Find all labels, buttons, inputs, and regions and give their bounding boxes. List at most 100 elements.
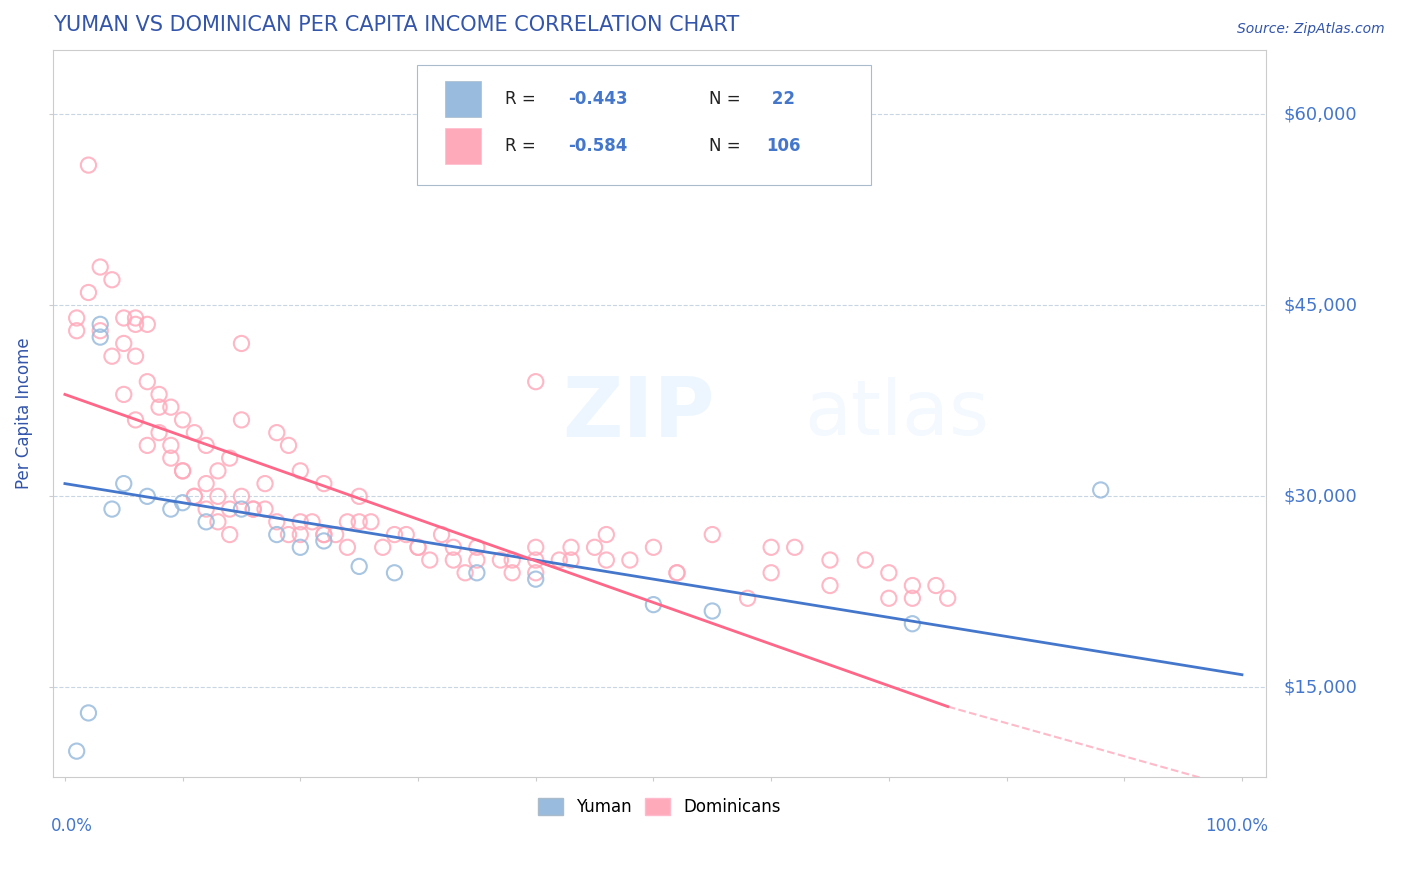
Point: [89, 324, 111, 338]
Text: R =: R =: [505, 137, 541, 155]
Point: [242, 502, 264, 516]
Point: [336, 541, 359, 555]
Point: [242, 502, 264, 516]
Text: N =: N =: [709, 90, 747, 108]
Point: [384, 566, 406, 580]
Point: [818, 553, 841, 567]
Text: $15,000: $15,000: [1284, 679, 1358, 697]
Point: [231, 489, 253, 503]
FancyBboxPatch shape: [416, 65, 872, 185]
Point: [218, 527, 240, 541]
Point: [925, 578, 948, 592]
Point: [347, 515, 370, 529]
Text: YUMAN VS DOMINICAN PER CAPITA INCOME CORRELATION CHART: YUMAN VS DOMINICAN PER CAPITA INCOME COR…: [53, 15, 740, 35]
Point: [560, 541, 582, 555]
Point: [501, 566, 523, 580]
Text: $60,000: $60,000: [1284, 105, 1357, 123]
FancyBboxPatch shape: [444, 81, 481, 117]
Point: [1090, 483, 1112, 497]
Point: [312, 527, 335, 541]
Text: Source: ZipAtlas.com: Source: ZipAtlas.com: [1237, 22, 1385, 37]
Point: [665, 566, 688, 580]
Point: [160, 400, 183, 414]
Point: [454, 566, 477, 580]
Text: -0.584: -0.584: [568, 137, 627, 155]
Point: [441, 541, 464, 555]
Point: [901, 616, 924, 631]
Point: [253, 502, 276, 516]
Point: [124, 349, 146, 363]
Point: [619, 553, 641, 567]
Point: [290, 541, 312, 555]
Point: [441, 553, 464, 567]
Point: [195, 502, 218, 516]
Point: [231, 336, 253, 351]
Point: [136, 438, 159, 452]
Point: [524, 572, 547, 586]
Text: 100.0%: 100.0%: [1205, 816, 1268, 835]
Point: [595, 527, 617, 541]
Text: 22: 22: [766, 90, 794, 108]
Point: [101, 349, 124, 363]
Point: [101, 273, 124, 287]
Point: [548, 553, 571, 567]
Text: N =: N =: [709, 137, 747, 155]
Point: [218, 451, 240, 466]
Point: [290, 527, 312, 541]
Point: [207, 464, 229, 478]
Point: [759, 541, 782, 555]
Y-axis label: Per Capita Income: Per Capita Income: [15, 338, 32, 490]
Point: [277, 527, 299, 541]
Point: [877, 566, 900, 580]
Point: [266, 527, 288, 541]
Text: atlas: atlas: [804, 376, 990, 450]
Point: [853, 553, 876, 567]
Point: [89, 318, 111, 332]
Point: [112, 336, 135, 351]
Point: [759, 566, 782, 580]
Point: [395, 527, 418, 541]
Point: [172, 413, 194, 427]
Point: [489, 553, 512, 567]
Point: [101, 502, 124, 516]
Point: [148, 400, 170, 414]
Point: [406, 541, 429, 555]
Point: [183, 489, 205, 503]
Point: [524, 553, 547, 567]
Point: [643, 598, 665, 612]
Legend: Yuman, Dominicans: Yuman, Dominicans: [531, 791, 787, 822]
Point: [66, 310, 89, 325]
Text: $45,000: $45,000: [1284, 296, 1358, 314]
FancyBboxPatch shape: [444, 128, 481, 164]
Point: [172, 464, 194, 478]
Point: [524, 375, 547, 389]
Point: [172, 496, 194, 510]
Point: [124, 310, 146, 325]
Point: [124, 318, 146, 332]
Point: [901, 578, 924, 592]
Point: [737, 591, 759, 606]
Point: [936, 591, 959, 606]
Point: [301, 515, 323, 529]
Point: [183, 425, 205, 440]
Point: [465, 541, 488, 555]
Point: [66, 324, 89, 338]
Point: [160, 438, 183, 452]
Point: [207, 489, 229, 503]
Point: [524, 566, 547, 580]
Point: [595, 553, 617, 567]
Text: -0.443: -0.443: [568, 90, 628, 108]
Point: [818, 578, 841, 592]
Point: [195, 515, 218, 529]
Point: [136, 375, 159, 389]
Point: [207, 515, 229, 529]
Point: [406, 541, 429, 555]
Point: [665, 566, 688, 580]
Point: [112, 476, 135, 491]
Text: 0.0%: 0.0%: [51, 816, 93, 835]
Point: [195, 438, 218, 452]
Point: [66, 744, 89, 758]
Point: [465, 566, 488, 580]
Text: ZIP: ZIP: [562, 373, 714, 454]
Point: [347, 489, 370, 503]
